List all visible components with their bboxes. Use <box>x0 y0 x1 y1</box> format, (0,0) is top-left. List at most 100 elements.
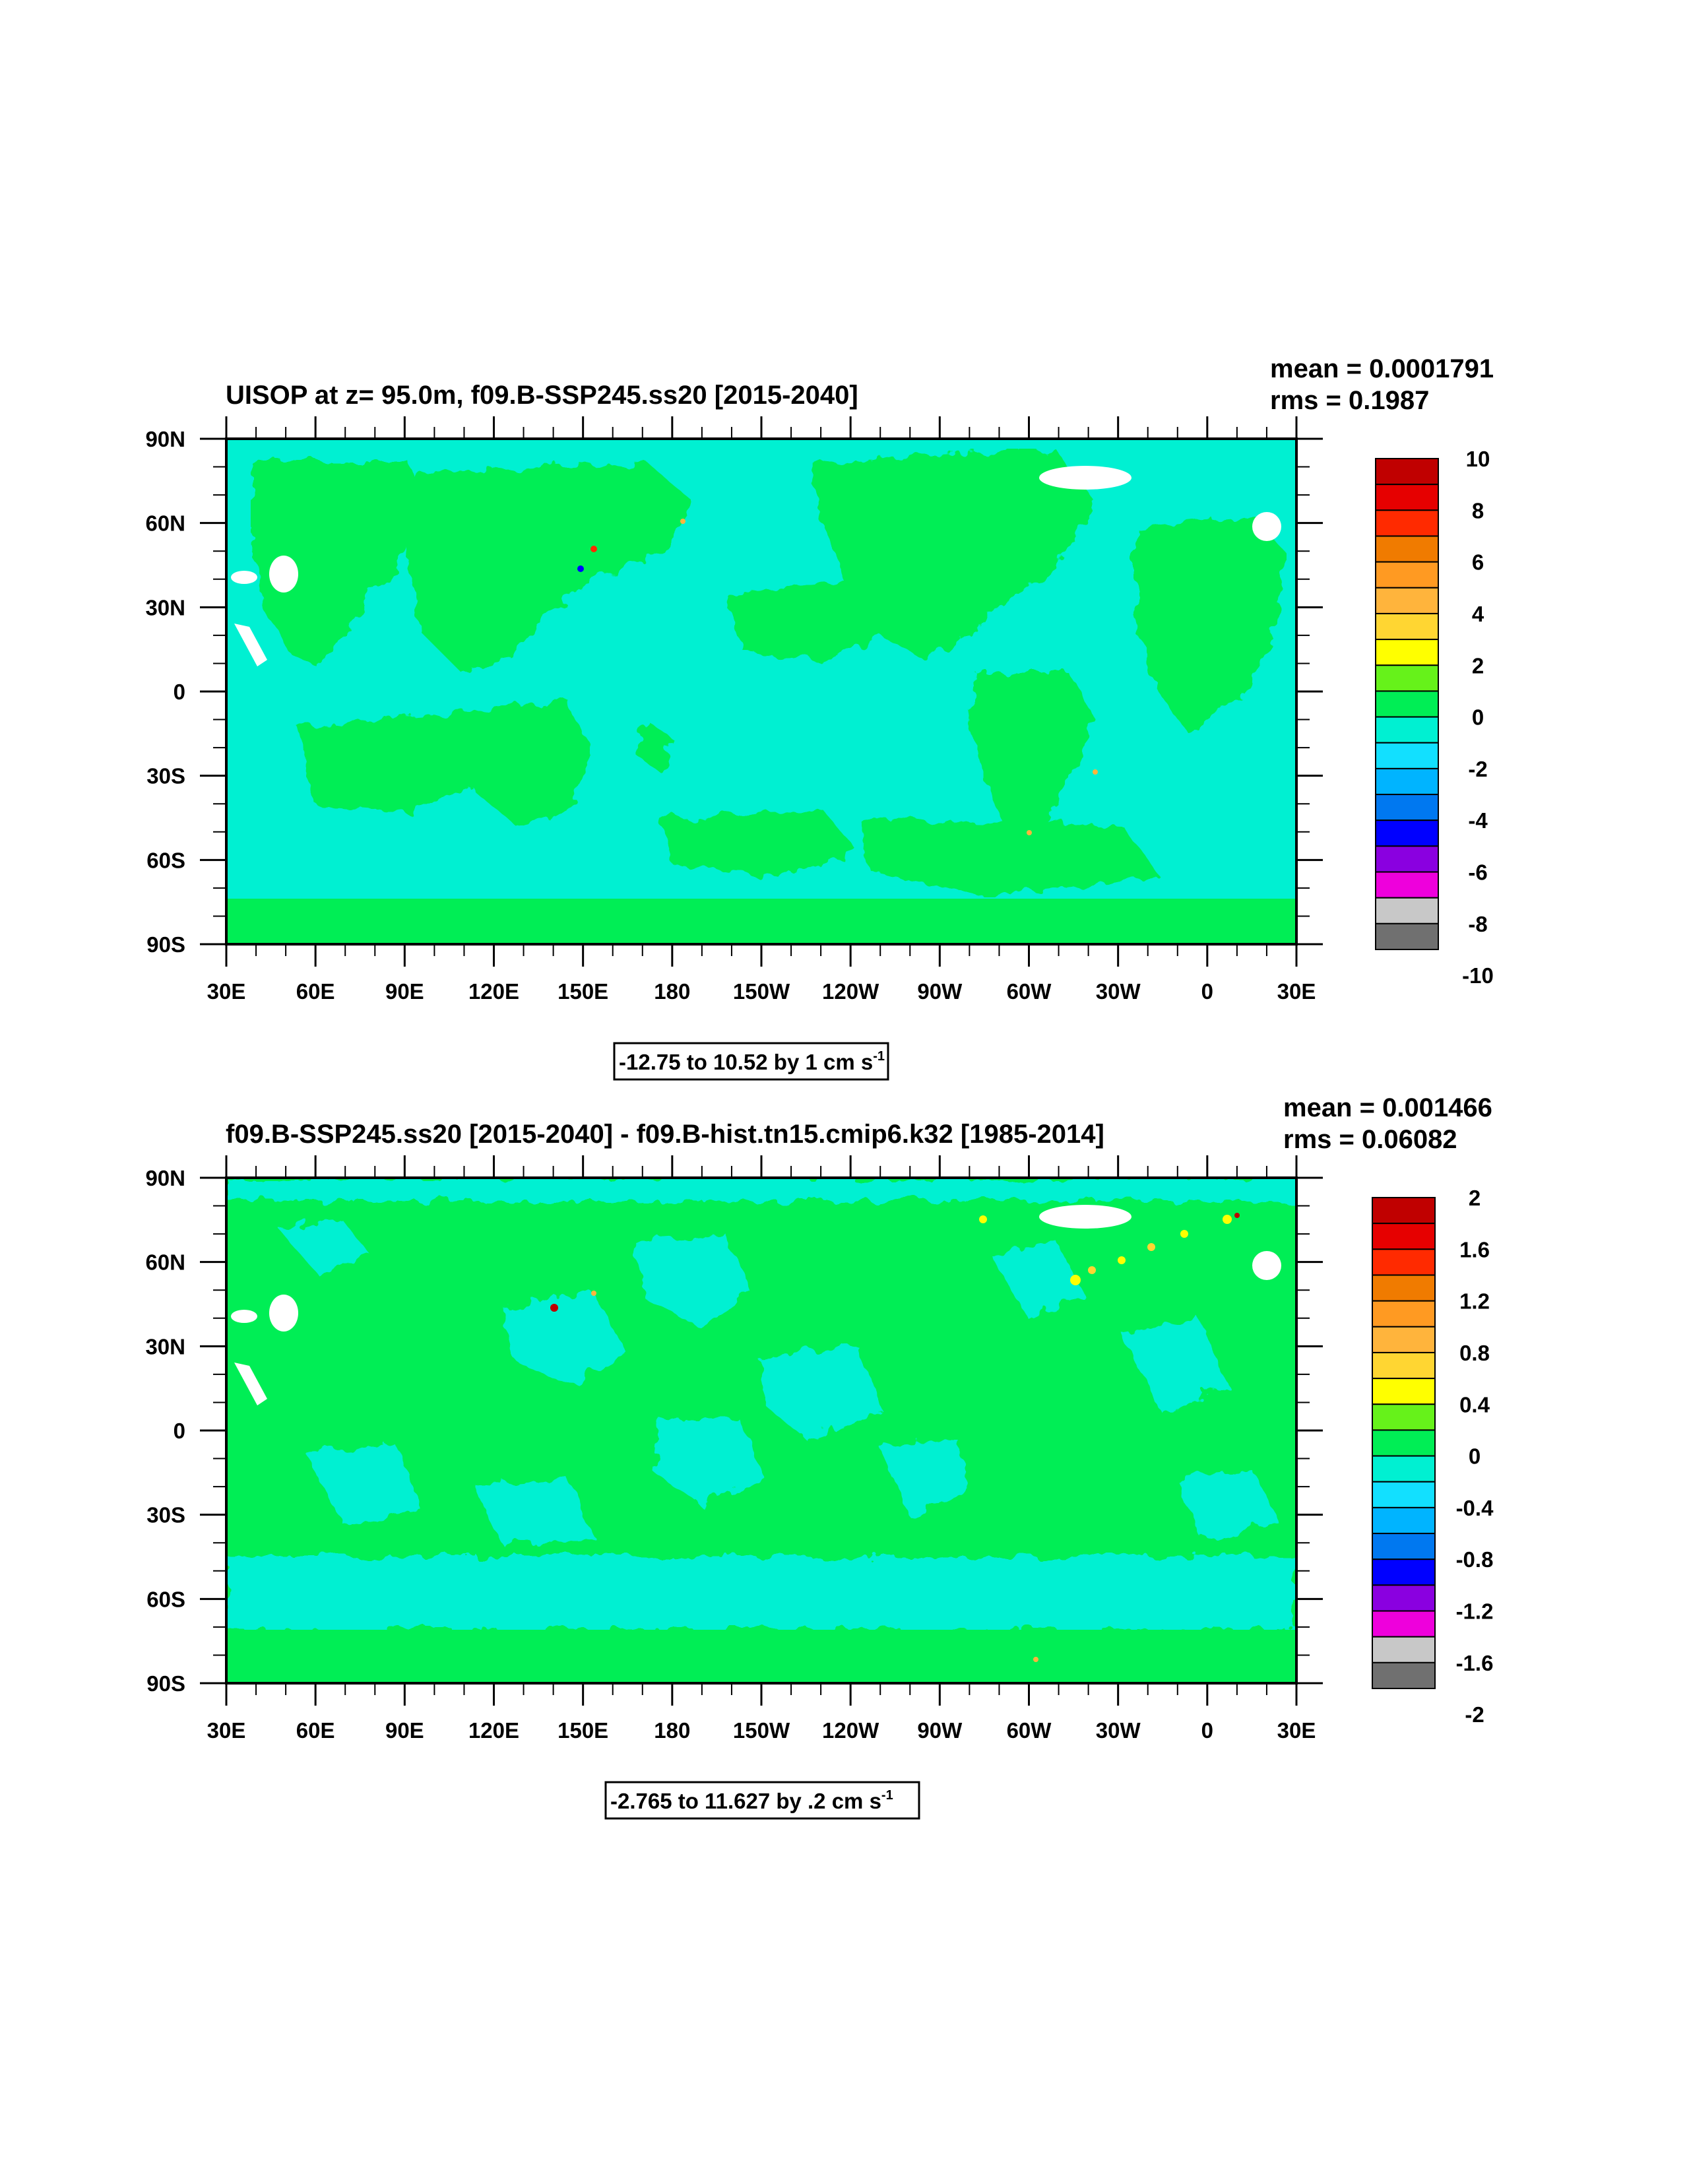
colorbar-label: -1.2 <box>1456 1599 1494 1624</box>
colorbar-swatch <box>1372 1455 1436 1483</box>
colorbar-swatch <box>1372 1584 1436 1612</box>
y-tick-label: 90N <box>145 427 185 451</box>
colorbar-label: 0 <box>1469 1444 1481 1469</box>
map-field <box>226 439 1296 944</box>
missing-patch <box>269 1295 298 1332</box>
stat-mean: mean = 0.0001791 <box>1270 354 1494 383</box>
x-tick-label: 120W <box>822 1718 879 1743</box>
colorbar-swatch <box>1375 664 1439 692</box>
x-tick-label: 30W <box>1096 1718 1141 1743</box>
colorbar-swatch <box>1372 1351 1436 1380</box>
colorbar-swatch <box>1375 561 1439 589</box>
missing-patch <box>269 556 298 593</box>
colorbar-label: -0.4 <box>1456 1496 1494 1520</box>
missing-patch <box>1252 512 1281 541</box>
missing-patch <box>231 1310 257 1323</box>
x-tick-label: 150W <box>733 979 790 1004</box>
colorbar-label: 0.4 <box>1459 1392 1490 1417</box>
colorbar: 10 8 6 4 2 0 -2 -4 -6 -8 -10 <box>1375 447 1494 988</box>
colorbar-swatch <box>1372 1403 1436 1431</box>
colorbar-swatch <box>1375 612 1439 641</box>
colorbar-swatch <box>1375 716 1439 744</box>
x-tick-label: 150W <box>733 1718 790 1743</box>
x-tick-label: 60E <box>296 1718 335 1743</box>
x-tick-label: 30E <box>1277 979 1316 1004</box>
colorbar-swatch <box>1372 1533 1436 1560</box>
colorbar-swatch <box>1375 922 1439 951</box>
stat-rms: rms = 0.1987 <box>1270 386 1429 415</box>
x-tick-label: 0 <box>1201 1718 1213 1743</box>
colorbar-label: 8 <box>1472 498 1484 523</box>
stat-rms: rms = 0.06082 <box>1283 1125 1457 1154</box>
missing-patch <box>1039 466 1131 490</box>
y-tick-label: 60N <box>145 511 185 536</box>
y-tick-label: 30S <box>146 764 185 788</box>
colorbar-label: -8 <box>1468 912 1487 936</box>
x-tick-label: 120E <box>468 1718 519 1743</box>
panel-top: UISOP at z= 95.0m, f09.B-SSP245.ss20 [20… <box>145 354 1494 1081</box>
arctic-band <box>226 439 1296 444</box>
y-tick-label: 60S <box>146 848 185 872</box>
colorbar-swatch <box>1372 1661 1436 1689</box>
stat-mean: mean = 0.001466 <box>1283 1093 1492 1122</box>
colorbar-swatch <box>1372 1197 1436 1225</box>
colorbar-swatch <box>1375 458 1439 486</box>
colorbar-swatch <box>1372 1481 1436 1508</box>
colorbar-swatch <box>1372 1610 1436 1638</box>
x-tick-label: 180 <box>654 979 690 1004</box>
colorbar-swatch <box>1375 897 1439 924</box>
y-tick-label: 0 <box>174 1419 185 1443</box>
colorbar-label: 2 <box>1472 653 1484 678</box>
missing-patch <box>231 571 257 584</box>
colorbar-label: 0 <box>1472 705 1484 730</box>
colorbar-label: -0.8 <box>1456 1547 1494 1572</box>
x-tick-label: 150E <box>558 979 608 1004</box>
y-tick-label: 90S <box>146 1671 185 1696</box>
range-note: -12.75 to 10.52 by 1 cm s-1 <box>619 1049 885 1074</box>
range-note: -2.765 to 11.627 by .2 cm s-1 <box>610 1788 893 1813</box>
colorbar-label: 1.6 <box>1459 1237 1490 1262</box>
missing-patch <box>1252 1251 1281 1280</box>
x-tick-label: 90W <box>917 1718 963 1743</box>
y-tick-label: 30N <box>145 595 185 620</box>
x-tick-label: 30E <box>1277 1718 1316 1743</box>
x-tick-label: 120W <box>822 979 879 1004</box>
colorbar-swatch <box>1372 1636 1436 1663</box>
y-tick-label: 0 <box>174 680 185 704</box>
colorbar-swatch <box>1375 639 1439 666</box>
panel-bottom: f09.B-SSP245.ss20 [2015-2040] - f09.B-hi… <box>145 1093 1494 1820</box>
panel-title: f09.B-SSP245.ss20 [2015-2040] - f09.B-hi… <box>226 1120 1104 1149</box>
range-box <box>604 1781 920 1820</box>
colorbar-swatch <box>1375 767 1439 796</box>
colorbar-swatch <box>1372 1506 1436 1535</box>
x-tick-label: 30E <box>207 979 246 1004</box>
colorbar-swatch <box>1375 845 1439 873</box>
colorbar: 2 1.6 1.2 0.8 0.4 0 -0.4 -0.8 -1.2 -1.6 -2 <box>1372 1186 1494 1727</box>
y-tick-label: 90S <box>146 932 185 957</box>
colorbar-label: 4 <box>1472 602 1484 626</box>
colorbar-swatch <box>1375 742 1439 769</box>
colorbar-label: -2 <box>1465 1702 1484 1727</box>
colorbar-label: 1.2 <box>1459 1289 1490 1314</box>
colorbar-swatch <box>1372 1326 1436 1353</box>
missing-patch <box>234 624 267 666</box>
colorbar-label: -6 <box>1468 860 1487 885</box>
colorbar-swatch <box>1375 535 1439 563</box>
colorbar-swatch <box>1375 819 1439 847</box>
x-tick-label: 90E <box>385 979 424 1004</box>
colorbar-label: -2 <box>1468 757 1487 781</box>
x-tick-label: 30E <box>207 1718 246 1743</box>
colorbar-label: 0.8 <box>1459 1341 1490 1365</box>
colorbar-label: -1.6 <box>1456 1651 1494 1675</box>
x-tick-label: 30W <box>1096 979 1141 1004</box>
y-tick-label: 30N <box>145 1334 185 1359</box>
panel-title: UISOP at z= 95.0m, f09.B-SSP245.ss20 [20… <box>226 381 858 410</box>
range-box <box>613 1042 889 1081</box>
colorbar-label: 10 <box>1466 447 1490 471</box>
map-field <box>226 1178 1296 1683</box>
x-tick-label: 0 <box>1201 979 1213 1004</box>
x-tick-label: 90E <box>385 1718 424 1743</box>
colorbar-swatch <box>1375 794 1439 821</box>
y-tick-label: 30S <box>146 1503 185 1527</box>
